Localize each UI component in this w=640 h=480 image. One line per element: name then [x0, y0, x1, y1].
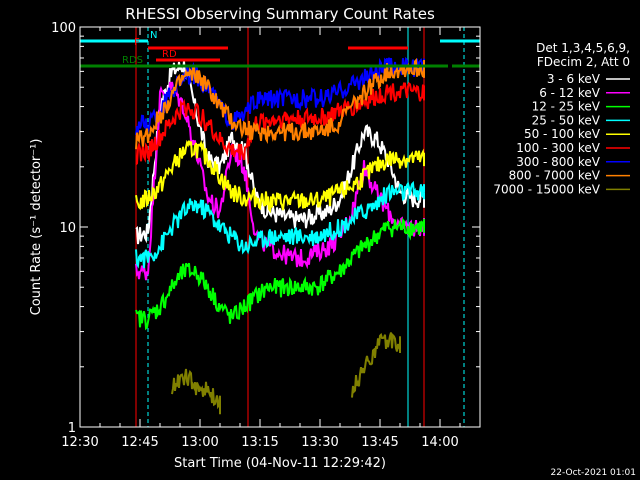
- y-axis-label: Count Rate (s⁻¹ detector⁻¹): [29, 139, 44, 316]
- series-line: [135, 180, 425, 269]
- chart-title: RHESSI Observing Summary Count Rates: [125, 5, 435, 23]
- axis-ticks: 12:30 12:45 13:00 13:15 13:30 13:45 14:00 1 10 10…: [51, 21, 481, 450]
- x-tick-label: 12:30: [61, 435, 98, 450]
- legend-label: 12 - 25 keV: [532, 100, 601, 114]
- legend-label: 25 - 50 keV: [532, 113, 601, 127]
- y-tick-label: 100: [51, 21, 76, 36]
- footer-date: 22-Oct-2021 01:01: [551, 468, 636, 478]
- series-line: [135, 81, 425, 166]
- plot-area: NF RD RDS: [80, 27, 480, 427]
- legend-label: 100 - 300 keV: [516, 141, 600, 155]
- x-tick-label: 13:00: [181, 435, 218, 450]
- x-tick-label: 13:30: [301, 435, 338, 450]
- series-line: [171, 368, 221, 415]
- x-axis-label: Start Time (04-Nov-11 12:29:42): [174, 456, 386, 471]
- legend-label: 800 - 7000 keV: [509, 169, 601, 183]
- flag-label: RD: [162, 49, 177, 60]
- legend-label: 6 - 12 keV: [539, 86, 601, 100]
- x-tick-label: 13:45: [361, 435, 398, 450]
- x-tick-label: 12:45: [121, 435, 158, 450]
- legend-label: 3 - 6 keV: [547, 72, 601, 86]
- flag-label: N: [150, 30, 157, 41]
- series-line: [351, 332, 401, 398]
- flag-label: RDS: [122, 55, 143, 66]
- series-line: [135, 139, 425, 214]
- legend-label: 300 - 800 keV: [516, 155, 600, 169]
- x-tick-label: 14:00: [421, 435, 458, 450]
- legend-label: 50 - 100 keV: [524, 127, 601, 141]
- series-line: [135, 57, 425, 150]
- legend-header-line-2: FDecim 2, Att 0: [537, 55, 630, 69]
- x-tick-label: 13:15: [241, 435, 278, 450]
- legend-header-line-1: Det 1,3,4,5,6,9,: [536, 41, 630, 55]
- y-tick-label: 10: [59, 221, 76, 236]
- flag-label: F: [134, 37, 140, 48]
- y-tick-label: 1: [68, 421, 76, 436]
- series-line: [135, 217, 425, 331]
- legend-label: 7000 - 15000 keV: [493, 182, 600, 196]
